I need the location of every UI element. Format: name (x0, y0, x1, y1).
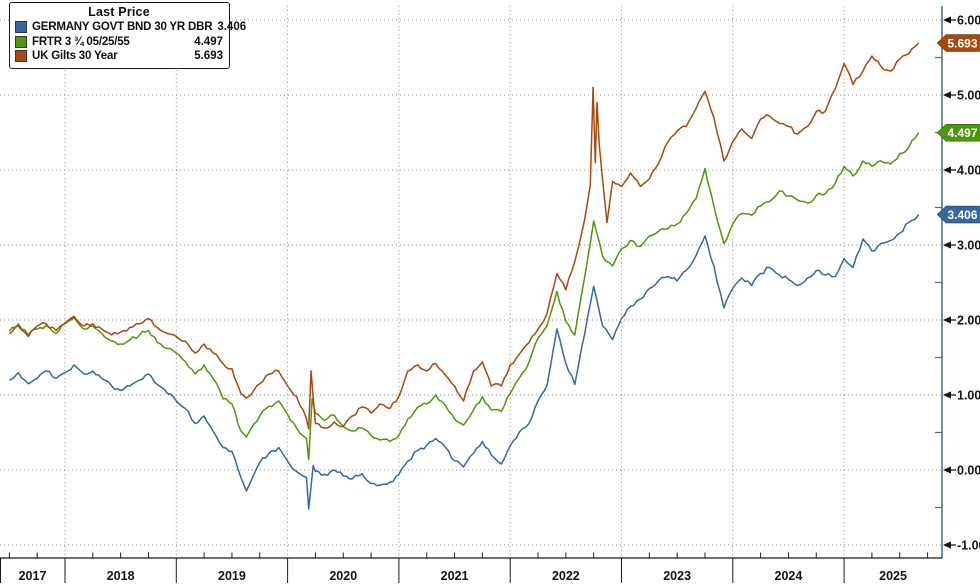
legend-label-uk: UK Gilts 30 Year (32, 50, 118, 62)
legend-value-uk: 5.693 (194, 50, 223, 62)
y-axis-tick-arrow-icon (943, 541, 956, 549)
x-axis-year-label: 2020 (329, 569, 357, 583)
x-axis-year-label: 2021 (441, 569, 469, 583)
y-axis-label: 1.000 (957, 389, 980, 403)
x-axis-year-label: 2022 (552, 569, 580, 583)
y-axis-tick-arrow-icon (943, 241, 956, 249)
y-axis-label: 0.000 (957, 464, 980, 478)
last-price-tag-label-france: 4.497 (947, 126, 977, 140)
y-axis-label: -1.000 (957, 539, 980, 553)
y-axis-tick-arrow-icon (943, 16, 956, 24)
x-axis-year-label: 2024 (775, 569, 803, 583)
legend-row-germany: GERMANY GOVT BND 30 YR DBR 3.406 (15, 20, 246, 35)
series-line-uk (9, 42, 920, 430)
y-axis-label: 2.000 (957, 314, 980, 328)
y-axis-tick-arrow-icon (943, 316, 956, 324)
last-price-tag-germany (936, 205, 980, 224)
legend-label-germany: GERMANY GOVT BND 30 YR DBR (32, 21, 213, 33)
legend-swatch-uk (15, 50, 27, 63)
x-axis-year-label: 2017 (19, 569, 47, 583)
legend-swatch-france (15, 35, 27, 48)
y-axis-label: 5.000 (957, 89, 980, 103)
legend-box: Last Price GERMANY GOVT BND 30 YR DBR 3.… (9, 2, 246, 69)
series-line-germany (9, 214, 920, 510)
legend-title: Last Price (88, 5, 150, 19)
series-line-france (8, 132, 920, 461)
last-price-tag-france (936, 123, 980, 142)
legend-swatch-germany (15, 21, 27, 34)
legend-row-france: FRTR 3 ¾ 05/25/55 4.497 (15, 35, 223, 50)
legend-label-france: FRTR 3 ¾ 05/25/55 (32, 35, 130, 48)
legend-row-uk: UK Gilts 30 Year 5.693 (15, 49, 223, 64)
y-axis-label: 6.000 (957, 14, 980, 28)
x-axis-year-label: 2023 (663, 569, 691, 583)
y-axis-tick-arrow-icon (943, 466, 956, 474)
x-axis-year-label: 2019 (218, 569, 246, 583)
legend-value-france: 4.497 (194, 35, 223, 48)
y-axis-tick-arrow-icon (943, 91, 956, 99)
last-price-tag-uk (936, 34, 980, 52)
y-axis-label: 3.000 (957, 239, 980, 253)
y-axis-tick-arrow-icon (943, 391, 956, 399)
y-axis-tick-arrow-icon (943, 166, 956, 174)
legend-value-germany: 3.406 (217, 21, 247, 33)
x-axis-year-label: 2018 (107, 569, 135, 583)
last-price-tag-label-germany: 3.406 (947, 208, 977, 222)
last-price-tag-label-uk: 5.693 (947, 36, 977, 50)
y-axis-label: 4.000 (957, 164, 980, 178)
x-axis-year-label: 2025 (879, 569, 907, 583)
